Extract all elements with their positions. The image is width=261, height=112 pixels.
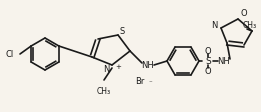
Text: O: O	[241, 9, 247, 18]
Text: N: N	[103, 65, 109, 74]
Text: NH: NH	[142, 61, 154, 70]
Text: O: O	[205, 47, 211, 56]
Text: O: O	[205, 67, 211, 76]
Text: CH₃: CH₃	[97, 86, 111, 95]
Text: CH₃: CH₃	[243, 20, 257, 29]
Text: S: S	[205, 57, 211, 66]
Text: NH: NH	[217, 57, 229, 66]
Text: Cl: Cl	[6, 50, 14, 59]
Text: S: S	[119, 26, 124, 35]
Text: Br: Br	[135, 77, 145, 86]
Text: ⁻: ⁻	[149, 79, 153, 85]
Text: N: N	[211, 21, 217, 30]
Text: +: +	[115, 63, 121, 69]
